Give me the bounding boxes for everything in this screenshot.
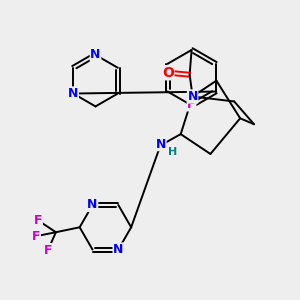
Text: F: F [32,230,40,243]
Text: N: N [87,199,98,212]
Text: N: N [156,138,166,151]
Text: O: O [162,66,174,80]
Text: F: F [44,244,52,256]
Text: F: F [188,98,196,111]
Text: N: N [90,48,101,62]
Text: N: N [188,90,198,103]
Text: N: N [113,243,124,256]
Text: F: F [34,214,42,227]
Text: N: N [68,87,78,100]
Text: H: H [168,147,177,157]
